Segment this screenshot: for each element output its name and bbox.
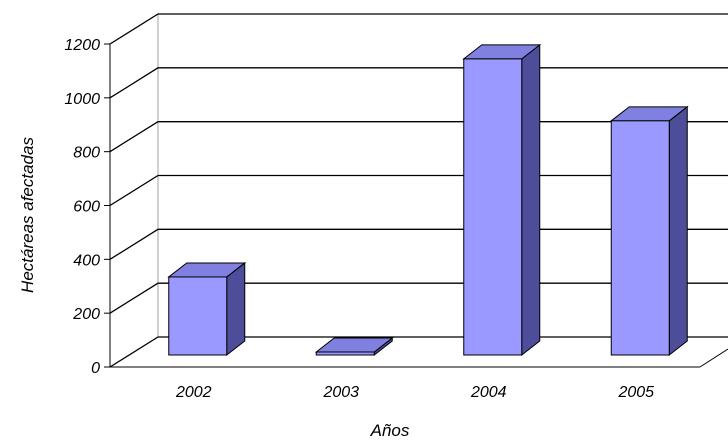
bar-front — [315, 351, 375, 356]
floor — [110, 337, 728, 367]
bars — [167, 43, 689, 357]
x-tick-label: 2005 — [617, 384, 654, 401]
gridline — [109, 13, 728, 45]
y-tick-label: 0 — [91, 360, 100, 377]
y-tick-label: 1000 — [64, 91, 100, 108]
floor-right-edge — [699, 348, 728, 368]
x-tick-label: 2004 — [470, 384, 507, 401]
x-tick-label: 2002 — [175, 384, 212, 401]
y-tick-label: 200 — [72, 306, 100, 323]
y-tick-labels: 0 200 400 600 800 1000 1200 — [64, 37, 100, 377]
y-tick-label: 1200 — [64, 37, 100, 54]
bar — [609, 105, 689, 357]
bar — [462, 43, 542, 357]
bar — [167, 261, 247, 357]
bar-side — [226, 261, 246, 357]
y-tick-label: 800 — [73, 145, 100, 162]
y-axis-title: Hectáreas afectadas — [18, 137, 37, 293]
bar-front — [463, 58, 523, 356]
x-axis-title: Años — [370, 421, 410, 440]
bar-side — [668, 105, 688, 357]
y-tick-label: 600 — [73, 199, 100, 216]
y-tick-label: 400 — [73, 252, 100, 269]
bar — [314, 336, 394, 357]
gridline — [109, 67, 728, 99]
bar-side — [521, 43, 541, 357]
x-tick-labels: 2002 2003 2004 2005 — [175, 384, 654, 401]
bar-front — [610, 120, 670, 356]
x-tick-label: 2003 — [322, 384, 359, 401]
bar-front — [168, 276, 228, 356]
